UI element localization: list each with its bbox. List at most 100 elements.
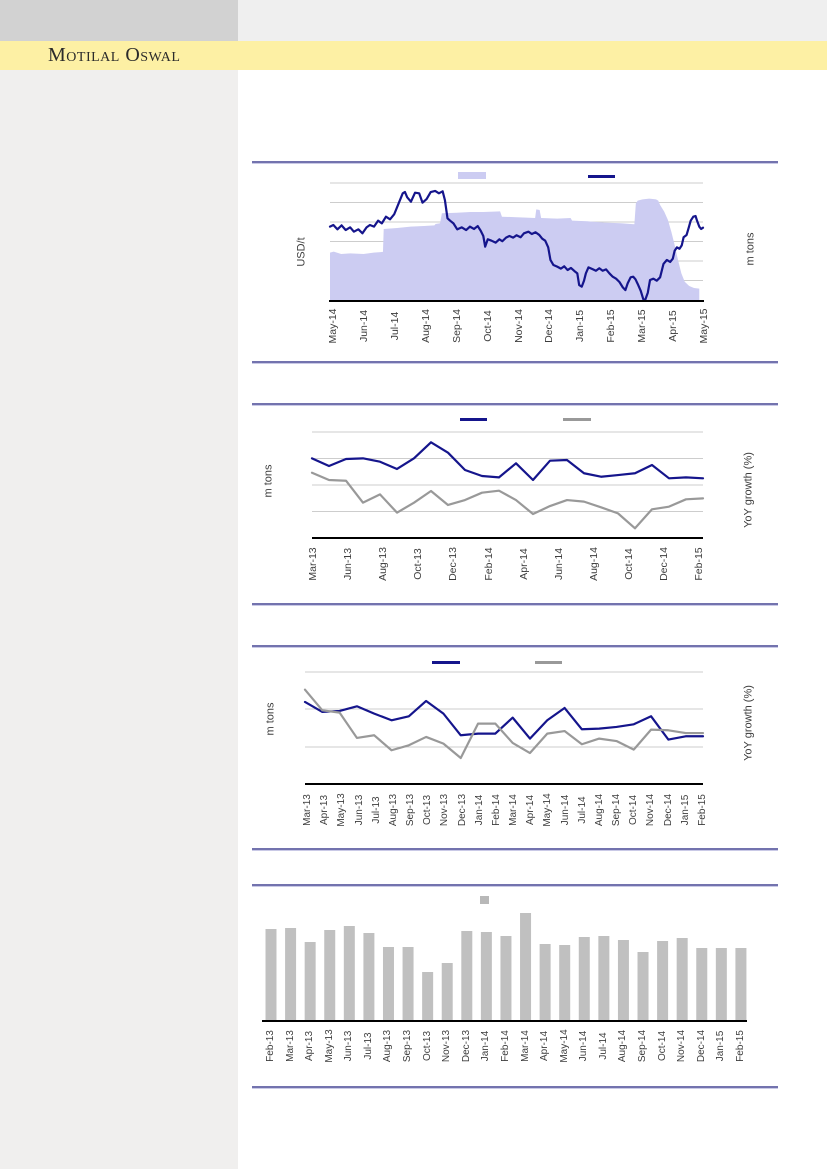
chart-3-gray-series (303, 688, 705, 760)
chart-1-x-tick-label: May-15 (697, 308, 710, 344)
chart-4-x-axis (262, 1020, 747, 1022)
chart-4-x-tick-label: Jan-15 (715, 1030, 727, 1062)
chart-4-bar (480, 932, 492, 1020)
chart-3-x-tick-label: Dec-13 (456, 793, 468, 827)
chart-3-top-rule (252, 645, 778, 647)
chart-4-bar (637, 952, 649, 1020)
chart-4-x-tick-label: Aug-13 (382, 1029, 394, 1063)
chart-1-x-axis (329, 300, 704, 302)
chart-2-x-tick-label: Aug-13 (376, 547, 389, 581)
chart-3-x-tick-label: Jun-14 (559, 794, 571, 826)
chart-4-bar (422, 972, 434, 1020)
chart-4-x-tick-label: Aug-14 (617, 1029, 629, 1063)
chart-4-x-tick-label: Feb-14 (499, 1030, 511, 1062)
chart-2-legend-swatch-line (563, 418, 591, 421)
chart-4-plot (265, 913, 747, 1020)
chart-3-x-tick-label: May-14 (542, 793, 554, 827)
chart-1-x-tick-label: Feb-15 (605, 309, 618, 343)
chart-2-x-tick-label: Aug-14 (587, 547, 600, 581)
chart-4-bar (265, 929, 277, 1020)
chart-4-bar (441, 963, 453, 1020)
chart-2-x-tick-label: Dec-13 (447, 547, 460, 581)
header-gray-box (0, 0, 238, 41)
chart-1-bottom-rule (252, 361, 778, 363)
chart-4-bar (520, 913, 532, 1020)
chart-1-x-tick-label: Sep-14 (450, 309, 463, 343)
chart-4-bar (696, 948, 708, 1020)
chart-4-x-tick-label: Jul-14 (597, 1032, 609, 1060)
chart-1-top-rule (252, 161, 778, 163)
chart-1-line-series (328, 189, 705, 302)
chart-4-bar (500, 936, 512, 1020)
chart-3-x-tick-label: Sep-14 (611, 793, 623, 827)
chart-3-bottom-rule (252, 848, 778, 850)
chart-4-x-tick-label: Dec-14 (695, 1029, 707, 1063)
chart-2-gray-series (310, 471, 705, 530)
chart-1-x-tick-label: Jan-15 (574, 309, 587, 343)
chart-2-x-tick-label: Feb-15 (692, 547, 705, 581)
chart-1-area-series (330, 198, 700, 300)
brand-band (0, 41, 827, 70)
chart-3-legend-swatch-line (535, 661, 562, 664)
chart-2-legend-swatch-line (460, 418, 487, 421)
chart-4-x-tick-label: Feb-15 (734, 1030, 746, 1062)
chart-4-bar (559, 945, 571, 1020)
chart-4-x-tick-label: Nov-13 (441, 1029, 453, 1063)
chart-2-x-tick-label: Jun-14 (552, 547, 565, 581)
chart-2-x-tick-label: Oct-14 (622, 548, 635, 580)
chart-3-x-tick-label: Feb-14 (490, 794, 502, 826)
chart-4-bar (676, 938, 688, 1020)
chart-2-x-tick-label: Jun-13 (341, 547, 354, 581)
chart-3-x-tick-label: Jan-14 (473, 794, 485, 826)
chart-4-bar (735, 948, 747, 1020)
chart-1-x-tick-label: Aug-14 (419, 309, 432, 343)
chart-3-x-tick-label: Mar-14 (508, 794, 520, 826)
chart-4-top-rule (252, 884, 778, 886)
chart-4-x-tick-label: Nov-14 (676, 1029, 688, 1063)
chart-4-x-tick-label: Sep-13 (402, 1029, 414, 1063)
chart-3-x-tick-label: Nov-14 (645, 793, 657, 827)
chart-1-x-tick-label: Oct-14 (481, 310, 494, 342)
chart-3-x-tick-label: Oct-13 (422, 794, 434, 826)
chart-3-plot (303, 671, 705, 760)
chart-3-y-axis-label-right: YoY growth (%) (742, 685, 755, 761)
chart-2-x-tick-label: Mar-13 (306, 547, 319, 581)
chart-2-y-axis-label-right: YoY growth (%) (742, 452, 755, 528)
chart-3-legend-swatch-line (432, 661, 460, 664)
chart-2-x-tick-label: Dec-14 (657, 547, 670, 581)
chart-4-bar (657, 941, 669, 1020)
chart-4-x-tick-label: Feb-13 (265, 1030, 276, 1062)
header-top-strip (238, 0, 827, 41)
chart-1-x-tick-label: May-14 (326, 308, 339, 344)
chart-1-y-axis-label-right: m tons (744, 232, 757, 266)
chart-2-navy-series (310, 441, 705, 482)
chart-4-bar (402, 947, 414, 1020)
chart-3-x-tick-label: Aug-13 (387, 793, 399, 827)
chart-1-x-tick-label: Jun-14 (357, 309, 370, 343)
chart-4-bar (617, 940, 629, 1020)
chart-2-x-tick-label: Feb-14 (482, 547, 495, 581)
chart-3-x-axis (305, 783, 703, 785)
chart-3-x-tick-label: Jul-13 (370, 796, 382, 824)
chart-2-x-tick-label: Apr-14 (517, 548, 530, 580)
chart-4-bar (598, 936, 610, 1020)
brand-logo-text: Motilal Oswal (48, 44, 181, 66)
chart-3-x-tick-label: Apr-13 (319, 794, 331, 826)
chart-4-x-tick-label: Mar-14 (519, 1030, 531, 1062)
chart-4-x-tick-label: Sep-14 (637, 1029, 649, 1063)
chart-4-x-tick-label: Jan-14 (480, 1030, 492, 1062)
chart-4-x-tick-label: May-13 (323, 1029, 335, 1063)
chart-3-x-tick-label: Feb-15 (696, 794, 708, 826)
chart-4-x-tick-label: May-14 (558, 1029, 570, 1063)
chart-1-x-tick-label: Dec-14 (543, 309, 556, 343)
chart-2-x-tick-label: Oct-13 (412, 548, 425, 580)
chart-4-bar (539, 944, 551, 1020)
chart-4-bar (304, 942, 316, 1020)
chart-3-x-tick-label: Sep-13 (405, 793, 417, 827)
chart-3-x-tick-label: Jul-14 (576, 796, 588, 824)
chart-4-bar (382, 947, 394, 1020)
chart-4-x-tick-label: Oct-14 (656, 1030, 668, 1062)
chart-3-x-tick-label: Dec-14 (662, 793, 674, 827)
chart-4-bar (715, 948, 727, 1020)
